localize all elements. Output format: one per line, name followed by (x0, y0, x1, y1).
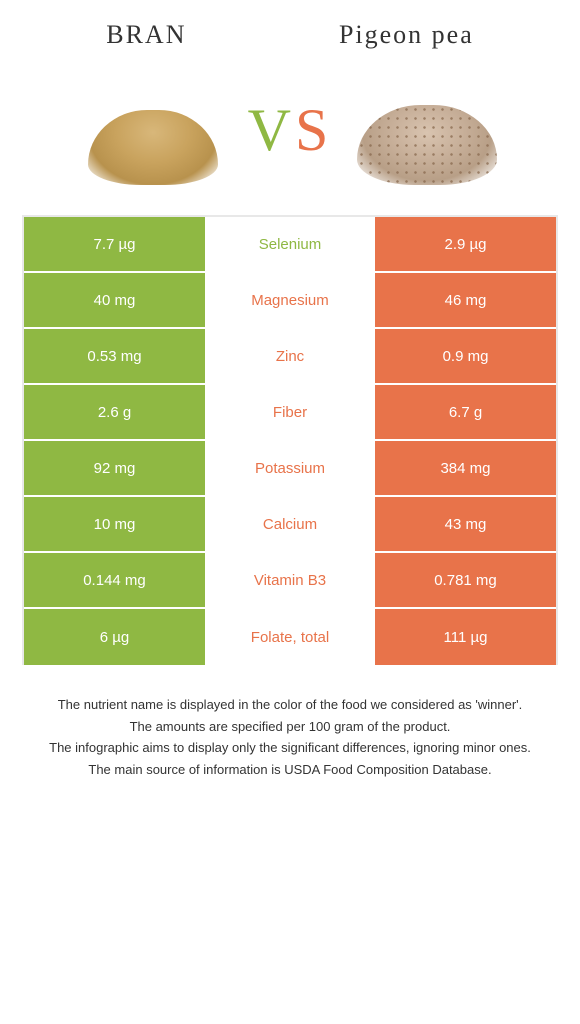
footer-line-2: The amounts are specified per 100 gram o… (28, 717, 552, 737)
table-row: 2.6 gFiber6.7 g (24, 385, 556, 441)
left-value: 0.144 mg (24, 553, 205, 607)
left-value: 7.7 µg (24, 217, 205, 271)
left-value: 6 µg (24, 609, 205, 665)
footer-notes: The nutrient name is displayed in the co… (0, 665, 580, 801)
bran-pile-icon (88, 110, 218, 185)
left-food-title: BRAN (106, 20, 186, 50)
pea-pile-icon (357, 105, 497, 185)
table-row: 40 mgMagnesium46 mg (24, 273, 556, 329)
nutrient-label: Calcium (205, 497, 375, 551)
right-value: 111 µg (375, 609, 556, 665)
vs-v-letter: V (248, 97, 295, 163)
bran-image (78, 75, 228, 185)
right-value: 6.7 g (375, 385, 556, 439)
right-value: 2.9 µg (375, 217, 556, 271)
table-row: 10 mgCalcium43 mg (24, 497, 556, 553)
right-value: 0.9 mg (375, 329, 556, 383)
nutrient-label: Zinc (205, 329, 375, 383)
right-value: 384 mg (375, 441, 556, 495)
left-value: 40 mg (24, 273, 205, 327)
right-value: 46 mg (375, 273, 556, 327)
table-row: 7.7 µgSelenium2.9 µg (24, 217, 556, 273)
left-value: 10 mg (24, 497, 205, 551)
nutrient-label: Magnesium (205, 273, 375, 327)
pigeon-pea-image (352, 75, 502, 185)
right-food-title: Pigeon pea (339, 20, 474, 50)
nutrient-label: Folate, total (205, 609, 375, 665)
vs-s-letter: S (295, 97, 332, 163)
vs-row: VS (0, 60, 580, 215)
footer-line-3: The infographic aims to display only the… (28, 738, 552, 758)
nutrient-label: Vitamin B3 (205, 553, 375, 607)
table-row: 92 mgPotassium384 mg (24, 441, 556, 497)
header: BRAN Pigeon pea (0, 0, 580, 60)
nutrient-label: Potassium (205, 441, 375, 495)
left-value: 2.6 g (24, 385, 205, 439)
nutrient-label: Selenium (205, 217, 375, 271)
table-row: 0.53 mgZinc0.9 mg (24, 329, 556, 385)
nutrition-table: 7.7 µgSelenium2.9 µg40 mgMagnesium46 mg0… (22, 215, 558, 665)
left-value: 92 mg (24, 441, 205, 495)
left-value: 0.53 mg (24, 329, 205, 383)
footer-line-1: The nutrient name is displayed in the co… (28, 695, 552, 715)
footer-line-4: The main source of information is USDA F… (28, 760, 552, 780)
table-row: 0.144 mgVitamin B30.781 mg (24, 553, 556, 609)
vs-label: VS (248, 96, 333, 165)
nutrient-label: Fiber (205, 385, 375, 439)
table-row: 6 µgFolate, total111 µg (24, 609, 556, 665)
right-value: 0.781 mg (375, 553, 556, 607)
right-value: 43 mg (375, 497, 556, 551)
